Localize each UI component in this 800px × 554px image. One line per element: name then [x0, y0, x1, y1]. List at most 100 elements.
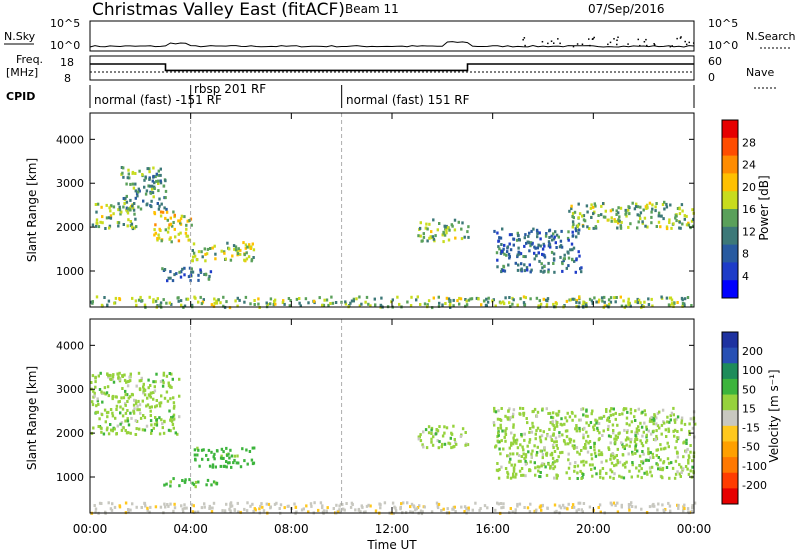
range-cell: [502, 302, 506, 306]
range-cell: [569, 438, 573, 442]
range-cell: [642, 208, 645, 212]
range-cell: [497, 431, 500, 435]
range-cell: [651, 207, 654, 211]
x-tick-label: 04:00: [173, 522, 208, 536]
range-cell: [520, 473, 523, 477]
range-cell: [510, 431, 513, 435]
range-cell: [514, 510, 517, 514]
range-cell: [117, 224, 120, 228]
range-cell: [593, 423, 596, 427]
range-cell: [161, 384, 165, 388]
range-cell: [518, 252, 521, 256]
range-cell: [93, 391, 96, 395]
range-cell: [553, 235, 556, 239]
range-cell: [631, 201, 634, 205]
range-cell: [123, 373, 126, 377]
range-cell: [469, 297, 472, 301]
range-cell: [158, 197, 161, 201]
x-tick-label: 00:00: [73, 522, 108, 536]
range-cell: [425, 446, 429, 450]
range-cell: [244, 246, 247, 250]
range-cell: [91, 300, 94, 304]
range-cell: [129, 508, 132, 512]
range-cell: [158, 401, 161, 405]
range-cell: [257, 297, 260, 301]
range-cell: [214, 465, 217, 469]
range-cell: [121, 407, 125, 411]
range-cell: [219, 464, 222, 468]
range-cell: [647, 429, 650, 433]
range-cell: [226, 453, 229, 457]
range-cell: [563, 506, 566, 510]
range-cell: [539, 440, 543, 444]
range-cell: [605, 408, 608, 412]
range-cell: [647, 458, 650, 462]
range-cell: [179, 275, 183, 279]
range-cell: [545, 303, 549, 307]
range-cell: [419, 234, 422, 238]
range-cell: [558, 504, 561, 508]
range-cell: [111, 394, 115, 398]
range-cell: [610, 503, 614, 507]
range-cell: [499, 301, 502, 305]
range-cell: [114, 395, 117, 399]
range-cell: [687, 221, 690, 225]
range-cell: [558, 434, 561, 438]
range-cell: [650, 465, 654, 469]
range-cell: [577, 216, 580, 220]
range-cell: [349, 301, 352, 305]
range-cell: [158, 227, 161, 231]
range-cell: [555, 246, 558, 249]
range-cell: [431, 306, 434, 310]
range-cell: [127, 396, 130, 400]
range-cell: [419, 221, 422, 225]
range-cell: [613, 437, 616, 441]
range-cell: [91, 374, 95, 378]
range-cell: [653, 418, 656, 422]
range-cell: [676, 455, 679, 459]
range-cell: [620, 441, 623, 445]
range-cell: [134, 299, 138, 303]
range-cell: [576, 471, 579, 475]
range-cell: [535, 453, 538, 457]
range-cell: [543, 448, 546, 452]
range-cell: [90, 381, 93, 384]
range-cell: [555, 412, 558, 416]
range-cell: [571, 234, 575, 238]
range-cell: [666, 415, 669, 419]
range-cell: [575, 446, 579, 450]
nsearch-point: [581, 43, 584, 46]
range-cell: [94, 510, 97, 514]
range-cell: [236, 252, 240, 256]
range-cell: [525, 241, 528, 245]
range-cell: [106, 385, 110, 389]
range-cell: [533, 444, 536, 448]
range-cell: [676, 503, 679, 507]
range-cell: [650, 474, 653, 478]
range-cell: [148, 394, 151, 398]
range-cell: [158, 432, 162, 436]
range-cell: [598, 503, 602, 507]
range-cell: [196, 453, 199, 457]
range-cell: [132, 403, 136, 407]
range-cell: [419, 439, 423, 443]
range-cell: [633, 207, 637, 211]
range-cell: [535, 228, 539, 232]
range-cell: [502, 264, 505, 268]
range-cell: [634, 419, 637, 422]
range-cell: [136, 190, 140, 194]
range-cell: [565, 419, 569, 423]
range-cell: [310, 504, 313, 508]
range-cell: [155, 418, 158, 422]
range-cell: [646, 206, 649, 210]
range-cell: [142, 382, 145, 386]
range-cell: [559, 255, 562, 259]
range-cell: [367, 503, 370, 507]
range-cell: [683, 214, 686, 218]
range-cell: [249, 247, 252, 250]
range-cell: [138, 388, 142, 392]
range-cell: [173, 273, 176, 277]
range-cell: [660, 475, 663, 479]
range-cell: [613, 455, 617, 459]
range-cell: [670, 411, 674, 415]
